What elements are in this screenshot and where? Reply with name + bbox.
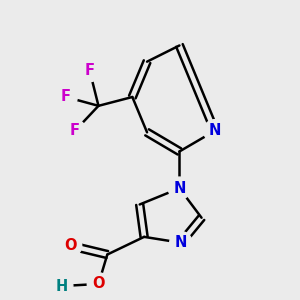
Text: F: F bbox=[61, 89, 71, 104]
Circle shape bbox=[50, 275, 73, 297]
Circle shape bbox=[59, 235, 82, 257]
Text: N: N bbox=[208, 123, 221, 138]
Circle shape bbox=[87, 273, 110, 295]
Circle shape bbox=[204, 120, 226, 142]
Text: O: O bbox=[92, 277, 105, 292]
Text: O: O bbox=[64, 238, 77, 253]
Text: N: N bbox=[173, 181, 186, 196]
Circle shape bbox=[55, 86, 77, 108]
Circle shape bbox=[79, 59, 101, 82]
Text: H: H bbox=[56, 278, 68, 293]
Text: F: F bbox=[85, 63, 94, 78]
Text: F: F bbox=[70, 123, 80, 138]
Circle shape bbox=[168, 177, 190, 200]
Circle shape bbox=[64, 120, 86, 142]
Text: N: N bbox=[175, 235, 187, 250]
Circle shape bbox=[170, 232, 192, 254]
